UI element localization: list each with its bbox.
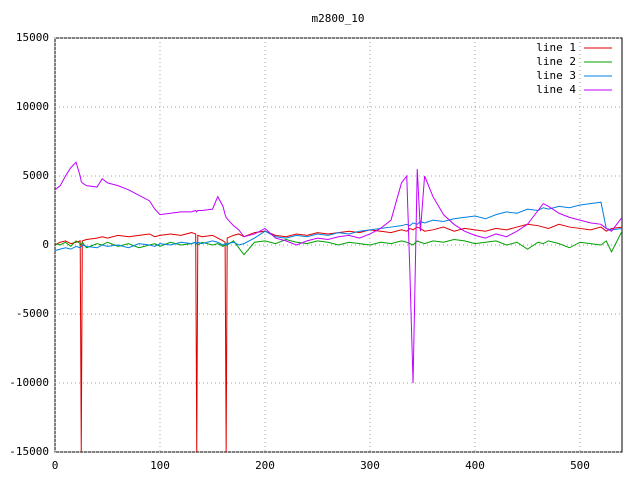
x-tick-label: 500 (570, 459, 590, 472)
x-tick-label: 300 (360, 459, 380, 472)
y-tick-label: 5000 (23, 169, 50, 182)
chart-title: m2800_10 (312, 12, 365, 25)
data-line (55, 230, 622, 256)
legend-label: line 3 (536, 69, 576, 82)
y-tick-label: -10000 (9, 376, 49, 389)
y-tick-label: 10000 (16, 100, 49, 113)
x-tick-label: 100 (150, 459, 170, 472)
x-tick-label: 400 (465, 459, 485, 472)
data-line (55, 161, 622, 384)
y-tick-label: 0 (42, 238, 49, 251)
legend-label: line 4 (536, 83, 576, 96)
x-tick-label: 0 (52, 459, 59, 472)
y-tick-label: -5000 (16, 307, 49, 320)
data-line (55, 223, 622, 452)
y-tick-label: 15000 (16, 31, 49, 44)
y-tick-label: -15000 (9, 445, 49, 458)
legend-label: line 1 (536, 41, 576, 54)
x-tick-label: 200 (255, 459, 275, 472)
legend-label: line 2 (536, 55, 576, 68)
data-line (55, 201, 622, 252)
